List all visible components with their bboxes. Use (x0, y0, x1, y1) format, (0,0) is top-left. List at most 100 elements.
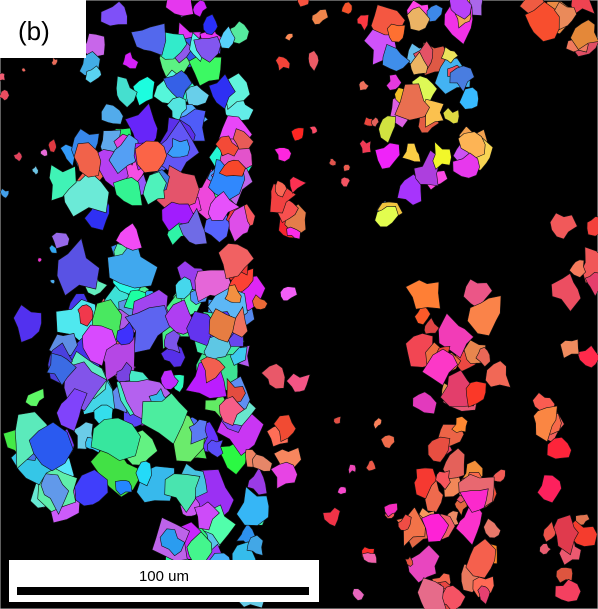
grain (423, 317, 440, 335)
grain (311, 8, 329, 25)
grain (31, 165, 39, 176)
grain (569, 259, 586, 278)
grain (25, 388, 45, 407)
grain (539, 543, 552, 555)
grain (122, 51, 139, 69)
grain (130, 23, 167, 56)
grain (51, 56, 58, 66)
grain (412, 391, 438, 415)
grain (77, 304, 94, 327)
grain (449, 65, 475, 93)
grain (477, 585, 491, 605)
grain (296, 0, 310, 8)
grain (432, 140, 452, 170)
grain (134, 140, 168, 174)
grain (348, 464, 357, 475)
grain (224, 284, 242, 303)
grain (232, 128, 254, 150)
grain (378, 115, 397, 144)
grain (226, 377, 246, 403)
grain (115, 75, 138, 108)
grain (159, 528, 186, 557)
grain (406, 544, 440, 584)
grain (208, 73, 236, 110)
grain (397, 513, 412, 531)
grain (56, 237, 100, 297)
grain (551, 272, 582, 312)
grain (374, 142, 401, 170)
grain (286, 226, 301, 240)
grain (218, 396, 245, 426)
grain (273, 414, 297, 442)
grain (409, 51, 429, 76)
grain (442, 107, 460, 125)
grain (365, 459, 377, 472)
grain (162, 70, 193, 103)
grain (284, 33, 294, 42)
grain (74, 469, 109, 507)
grain (113, 177, 143, 206)
grain (475, 346, 491, 368)
grain (533, 405, 558, 443)
grain (459, 86, 479, 110)
grain (359, 139, 372, 154)
grain (81, 324, 118, 367)
scale-bar (17, 587, 309, 595)
grain (37, 257, 43, 263)
grain (215, 135, 240, 157)
grain (47, 138, 57, 153)
grain (328, 158, 337, 167)
grain (426, 4, 444, 23)
grain (553, 514, 579, 556)
grain (382, 43, 411, 72)
grain (554, 578, 582, 603)
grain (554, 1, 577, 31)
grain (274, 147, 292, 163)
grain (274, 180, 288, 198)
grain (570, 19, 598, 51)
grain (114, 480, 133, 496)
grain (290, 127, 305, 142)
grain (586, 216, 598, 237)
grain (192, 0, 208, 18)
grain (417, 577, 447, 609)
grain (218, 243, 255, 280)
grain (404, 555, 414, 567)
grain (401, 142, 421, 163)
grain (247, 466, 268, 496)
grain (115, 321, 135, 346)
grain (536, 474, 562, 504)
grain (100, 0, 128, 27)
grain (175, 276, 193, 300)
grain (308, 50, 320, 72)
panel-label-box (0, 0, 86, 58)
grain (165, 0, 194, 17)
grain (386, 23, 406, 43)
grain (46, 352, 77, 386)
grain (457, 131, 486, 159)
grain (228, 204, 251, 243)
grain (374, 205, 399, 228)
grain (371, 116, 380, 128)
grain (166, 96, 187, 122)
grain (51, 232, 70, 250)
grain (185, 84, 210, 107)
grain (142, 171, 167, 206)
grain (48, 244, 58, 254)
grain (252, 294, 268, 310)
grain (21, 67, 27, 73)
grain (356, 14, 370, 32)
grain (13, 151, 23, 162)
grain (363, 116, 373, 127)
grain (549, 212, 578, 240)
grain (485, 360, 512, 388)
grain (0, 89, 10, 101)
grain (85, 65, 102, 84)
grain (358, 80, 370, 91)
grain (559, 338, 580, 359)
grain (56, 388, 88, 432)
grain (40, 473, 70, 515)
grain (333, 416, 342, 425)
